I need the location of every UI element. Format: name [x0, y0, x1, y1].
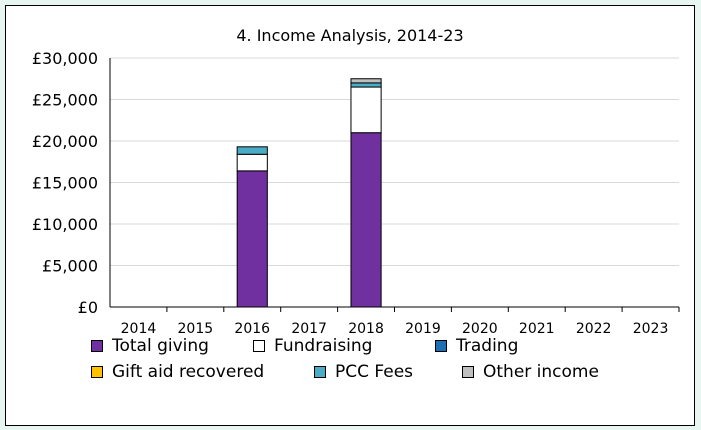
- x-tick-label: 2014: [121, 321, 157, 336]
- legend-swatch-gift-aid: [91, 366, 103, 378]
- legend-item-total-giving: Total giving: [91, 336, 253, 356]
- y-tick-label: £20,000: [32, 132, 98, 151]
- x-tick-label: 2017: [291, 321, 327, 336]
- y-tick-label: £15,000: [32, 174, 98, 193]
- bar-segment: [236, 170, 268, 308]
- x-tick-label: 2020: [462, 321, 498, 336]
- legend-swatch-pcc-fees: [314, 366, 326, 378]
- legend-label-other-income: Other income: [483, 362, 599, 382]
- x-tick-label: 2015: [178, 321, 214, 336]
- legend-swatch-total-giving: [91, 340, 103, 352]
- legend-row-1: Total giving Fundraising Trading: [91, 336, 518, 356]
- legend-label-total-giving: Total giving: [112, 336, 209, 356]
- legend-item-other-income: Other income: [462, 362, 599, 382]
- bar-segment: [350, 132, 382, 308]
- x-tick-label: 2019: [405, 321, 441, 336]
- legend-label-pcc-fees: PCC Fees: [335, 362, 414, 382]
- x-tick-label: 2016: [234, 321, 270, 336]
- y-tick-label: £5,000: [42, 257, 98, 276]
- bar-segment: [350, 86, 382, 134]
- x-tick-label: 2022: [576, 321, 612, 336]
- legend-swatch-fundraising: [253, 340, 265, 352]
- legend-label-gift-aid: Gift aid recovered: [112, 362, 265, 382]
- legend-label-trading: Trading: [456, 336, 519, 356]
- legend-item-pcc-fees: PCC Fees: [314, 362, 462, 382]
- x-tick-label: 2018: [348, 321, 384, 336]
- x-tick-label: 2021: [519, 321, 555, 336]
- bar-segment: [236, 153, 268, 172]
- bar-segment: [236, 146, 268, 155]
- legend-swatch-trading: [435, 340, 447, 352]
- chart-title: 4. Income Analysis, 2014-23: [236, 26, 464, 45]
- bar-segment: [350, 82, 382, 88]
- legend-item-fundraising: Fundraising: [253, 336, 435, 356]
- legend-swatch-other-income: [462, 366, 474, 378]
- legend-label-fundraising: Fundraising: [274, 336, 373, 356]
- legend-item-gift-aid: Gift aid recovered: [91, 362, 314, 382]
- y-tick-label: £25,000: [32, 91, 98, 110]
- y-tick-label: £0: [78, 298, 98, 317]
- y-tick-label: £10,000: [32, 215, 98, 234]
- bar-segment: [350, 78, 382, 84]
- legend-item-trading: Trading: [435, 336, 518, 356]
- x-tick-label: 2023: [633, 321, 669, 336]
- legend-row-2: Gift aid recovered PCC Fees Other income: [91, 362, 599, 382]
- plot-area: £0 £5,000 £10,000 £15,000 £20,000 £25,000 £30,…: [32, 49, 680, 336]
- y-tick-label: £30,000: [32, 49, 98, 68]
- chart-frame: 4. Income Analysis, 2014-23 £0 £5,000 £10,…: [5, 5, 695, 426]
